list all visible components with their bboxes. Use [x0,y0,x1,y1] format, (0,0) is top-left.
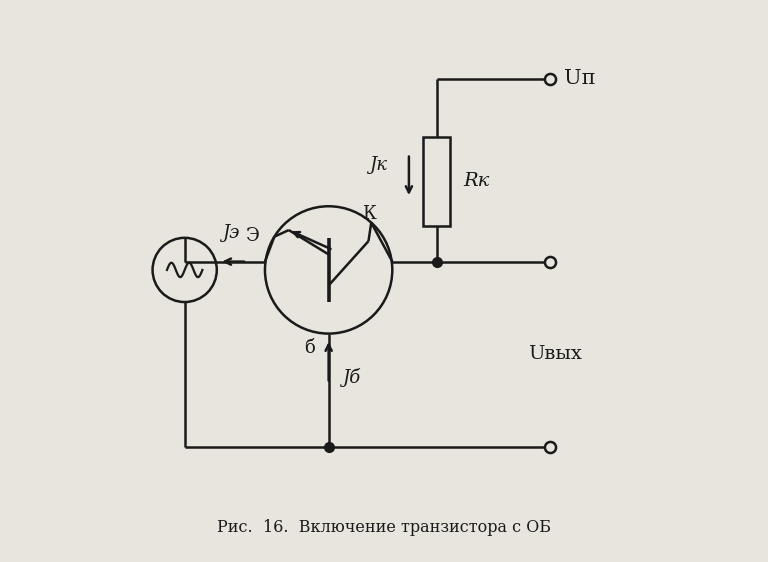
Text: Rк: Rк [464,173,490,191]
Text: Э: Э [246,227,260,245]
Text: Uп: Uп [564,70,595,88]
Text: К: К [362,205,376,223]
Text: Jэ: Jэ [222,224,239,242]
Text: б: б [304,339,315,357]
Text: Рис.  16.  Включение транзистора с ОБ: Рис. 16. Включение транзистора с ОБ [217,519,551,536]
Text: Jб: Jб [343,369,361,387]
Bar [423,137,450,225]
Text: Uвых: Uвых [528,346,582,364]
Text: Jк: Jк [369,156,387,174]
